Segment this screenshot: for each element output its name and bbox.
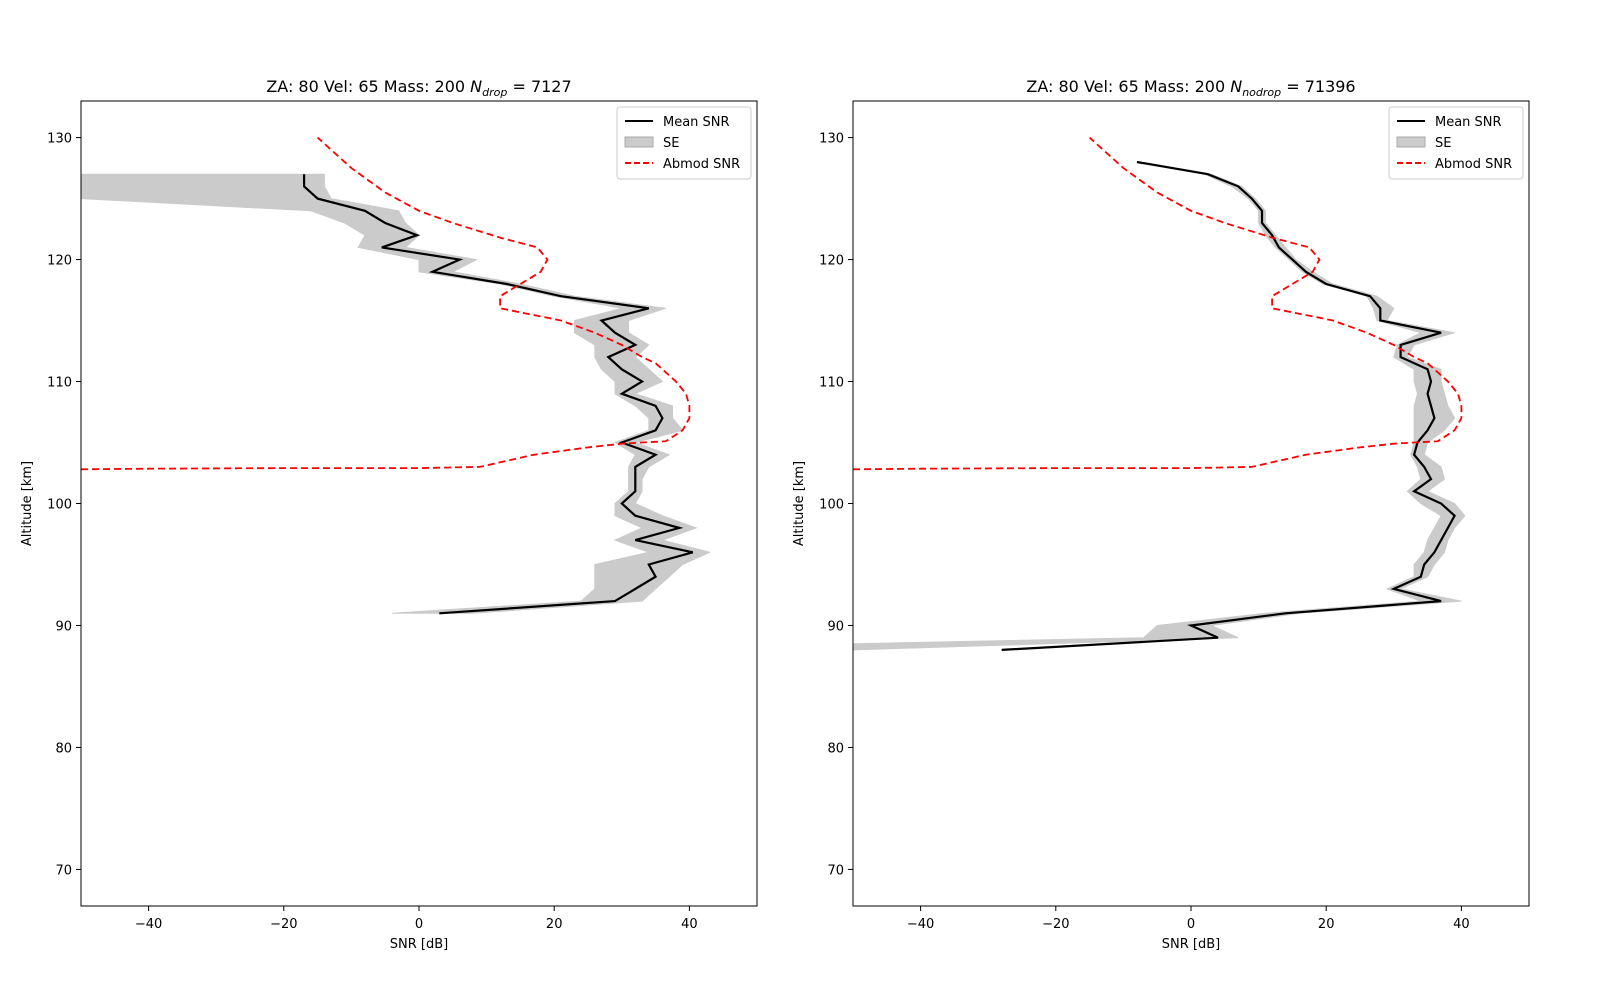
legend-entry: Mean SNR bbox=[663, 115, 730, 130]
y-tick-label: 110 bbox=[47, 376, 72, 391]
y-tick-label: 80 bbox=[55, 741, 72, 756]
chart-panel-1: −40 −20 0 20 40 70 80 90 100 110 120 130 SNR [dB] Alt… bbox=[20, 77, 758, 952]
y-tick-label: 80 bbox=[827, 741, 844, 756]
legend: Mean SNR SE Abmod SNR bbox=[616, 106, 752, 180]
legend-entry: SE bbox=[663, 136, 679, 151]
chart-panel-2: −40 −20 0 20 40 70 80 90 100 110 120 130 SNR [dB] Alt… bbox=[792, 77, 1530, 952]
y-tick-label: 100 bbox=[819, 498, 844, 513]
chart-title: ZA: 80 Vel: 65 Mass: 200 Nnodrop = 71396 bbox=[1026, 77, 1355, 99]
se-band bbox=[853, 161, 1466, 651]
x-axis-label: SNR [dB] bbox=[1162, 937, 1220, 952]
legend-entry: Abmod SNR bbox=[663, 157, 740, 172]
x-tick-label: −40 bbox=[907, 917, 934, 932]
abmod-snr-line bbox=[81, 136, 691, 471]
se-band bbox=[81, 173, 712, 614]
y-tick-label: 130 bbox=[47, 132, 72, 147]
x-tick-label: −40 bbox=[135, 917, 162, 932]
y-axis-label: Altitude [km] bbox=[792, 461, 807, 546]
x-tick-label: 0 bbox=[415, 917, 423, 932]
x-axis-label: SNR [dB] bbox=[390, 937, 448, 952]
y-tick-label: 110 bbox=[819, 376, 844, 391]
legend-box bbox=[616, 106, 752, 180]
plot-area bbox=[81, 136, 712, 615]
abmod-snr-line bbox=[853, 136, 1463, 471]
y-tick-label: 70 bbox=[827, 863, 844, 878]
mean-snr-line bbox=[1001, 160, 1456, 651]
legend-entry: Mean SNR bbox=[1435, 115, 1502, 130]
legend: Mean SNR SE Abmod SNR bbox=[1388, 106, 1524, 180]
legend-swatch bbox=[1396, 136, 1426, 148]
x-tick-label: 20 bbox=[546, 917, 563, 932]
y-tick-label: 90 bbox=[827, 619, 844, 634]
plot-area bbox=[853, 136, 1466, 651]
y-tick-label: 90 bbox=[55, 619, 72, 634]
x-tick-label: 40 bbox=[681, 917, 698, 932]
mean-snr-line bbox=[303, 174, 694, 615]
y-axis-label: Altitude [km] bbox=[20, 461, 35, 546]
y-tick-label: 130 bbox=[819, 132, 844, 147]
legend-entry: SE bbox=[1435, 136, 1451, 151]
y-tick-label: 70 bbox=[55, 863, 72, 878]
chart-title: ZA: 80 Vel: 65 Mass: 200 Ndrop = 7127 bbox=[266, 77, 571, 99]
x-tick-label: 20 bbox=[1318, 917, 1335, 932]
x-tick-label: −20 bbox=[1042, 917, 1069, 932]
legend-swatch bbox=[624, 136, 654, 148]
y-tick-label: 120 bbox=[47, 254, 72, 269]
legend-entry: Abmod SNR bbox=[1435, 157, 1512, 172]
legend-box bbox=[1388, 106, 1524, 180]
y-tick-label: 100 bbox=[47, 498, 72, 513]
x-tick-label: 40 bbox=[1453, 917, 1470, 932]
y-tick-label: 120 bbox=[819, 254, 844, 269]
axes-frame bbox=[80, 100, 758, 907]
x-tick-label: 0 bbox=[1187, 917, 1195, 932]
x-tick-label: −20 bbox=[270, 917, 297, 932]
